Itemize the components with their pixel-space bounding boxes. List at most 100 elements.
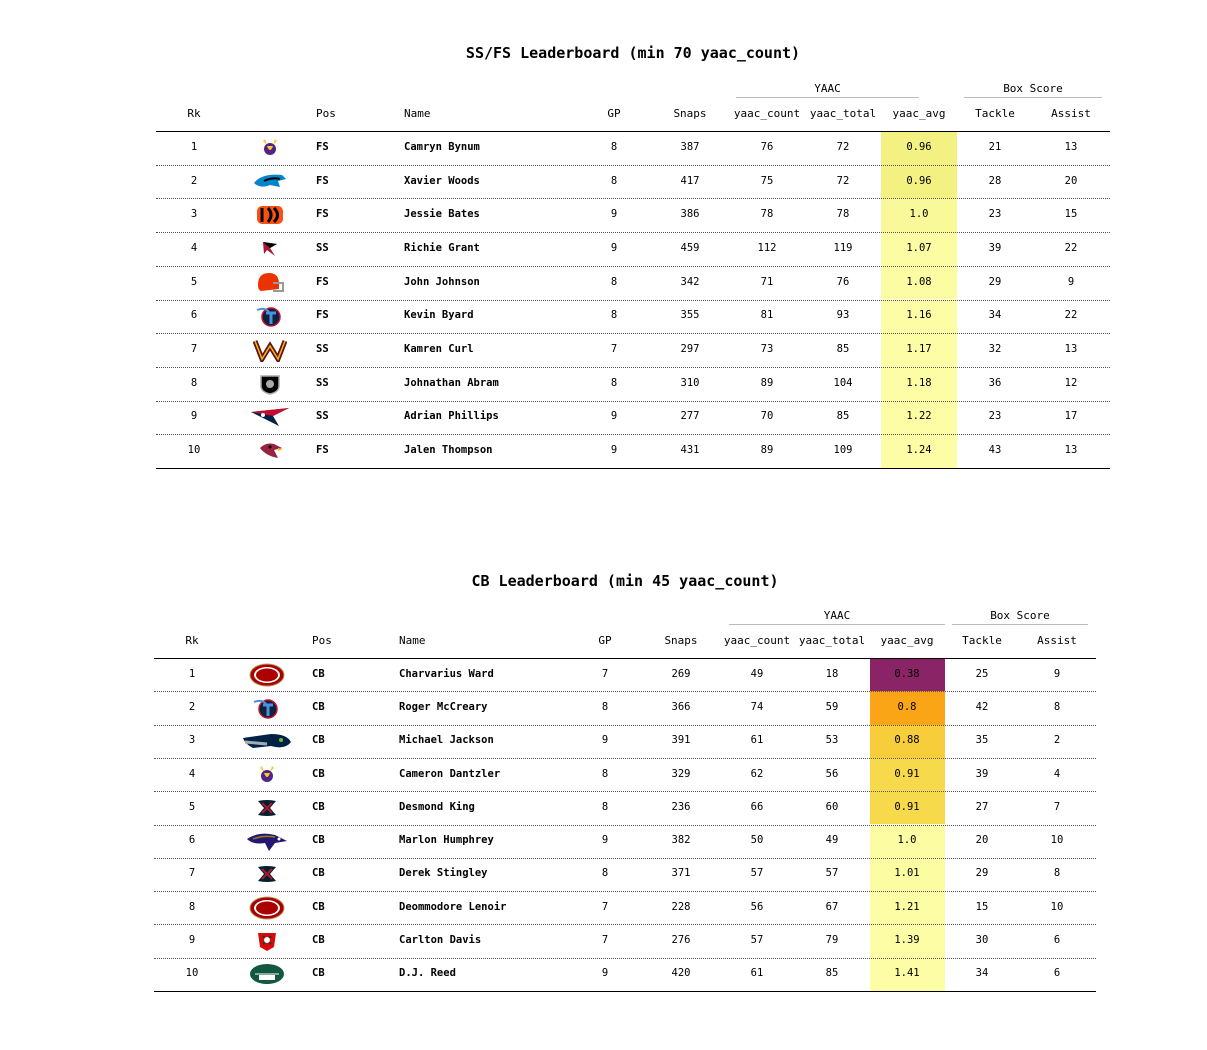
cell-rk: 8 <box>190 376 198 389</box>
cell-snaps: 355 <box>680 309 700 322</box>
cell-yaac-count: 81 <box>760 309 774 322</box>
cell-yaac-avg: 1.22 <box>906 410 932 423</box>
row-separator <box>154 691 1096 693</box>
cell-yaac-total: 93 <box>836 309 850 322</box>
row-separator <box>154 857 1096 859</box>
cell-tackle: 23 <box>988 208 1002 221</box>
cell-pos: SS <box>316 410 329 423</box>
yaac-avg-heat-cell <box>881 265 957 300</box>
cell-yaac-count: 74 <box>750 700 764 713</box>
cell-snaps: 386 <box>680 208 700 221</box>
cell-yaac-avg: 0.96 <box>906 140 932 153</box>
cell-pos: CB <box>312 700 325 713</box>
column-header-yaac_count: yaac_count <box>733 107 801 120</box>
column-header-pos: Pos <box>316 107 336 120</box>
cell-pos: CB <box>312 967 325 980</box>
column-header-rk: Rk <box>187 107 201 120</box>
cell-gp: 7 <box>601 934 609 947</box>
cell-snaps: 329 <box>671 767 691 780</box>
cell-assist: 17 <box>1064 410 1078 423</box>
cell-snaps: 277 <box>680 410 700 423</box>
cell-yaac-count: 62 <box>750 767 764 780</box>
cell-rk: 4 <box>188 767 196 780</box>
column-group-line <box>729 624 945 625</box>
column-header-tackle: Tackle <box>962 634 1002 647</box>
cell-gp: 8 <box>610 140 618 153</box>
cell-gp: 9 <box>610 208 618 221</box>
cell-name: Jessie Bates <box>404 208 480 221</box>
cell-tackle: 20 <box>975 834 989 847</box>
cell-rk: 2 <box>190 174 198 187</box>
vikings-logo-icon <box>259 137 281 163</box>
cell-snaps: 269 <box>671 667 691 680</box>
row-separator <box>156 333 1110 335</box>
cell-yaac-avg: 1.08 <box>906 275 932 288</box>
board-title: SS/FS Leaderboard (min 70 yaac_count) <box>465 44 801 62</box>
header-rule <box>154 658 1096 659</box>
cell-gp: 9 <box>601 967 609 980</box>
row-separator <box>154 791 1096 793</box>
cell-rk: 9 <box>190 410 198 423</box>
jets-logo-icon <box>249 963 285 989</box>
column-header-snaps: Snaps <box>673 107 707 120</box>
cell-pos: FS <box>316 140 329 153</box>
column-header-rk: Rk <box>185 634 199 647</box>
cell-pos: SS <box>316 241 329 254</box>
cell-assist: 12 <box>1064 376 1078 389</box>
yaac-avg-heat-cell <box>870 957 945 991</box>
column-group-line <box>952 624 1088 625</box>
cell-rk: 8 <box>188 900 196 913</box>
header-rule <box>156 131 1110 132</box>
column-group-label: Box Score <box>1003 82 1063 95</box>
cell-rk: 6 <box>190 309 198 322</box>
cell-name: Adrian Phillips <box>404 410 499 423</box>
cell-assist: 9 <box>1067 275 1075 288</box>
cell-assist: 4 <box>1053 767 1061 780</box>
cell-yaac-count: 66 <box>750 800 764 813</box>
cell-assist: 13 <box>1064 140 1078 153</box>
cell-pos: FS <box>316 444 329 457</box>
cell-name: Xavier Woods <box>404 174 480 187</box>
cell-yaac-count: 49 <box>750 667 764 680</box>
column-header-yaac_count: yaac_count <box>723 634 791 647</box>
cell-gp: 8 <box>610 174 618 187</box>
bottom-rule <box>154 991 1096 992</box>
cell-gp: 9 <box>601 834 609 847</box>
cell-gp: 8 <box>601 700 609 713</box>
cell-yaac-count: 61 <box>750 967 764 980</box>
cell-yaac-count: 89 <box>760 444 774 457</box>
yaac-avg-heat-cell <box>870 791 945 825</box>
cell-yaac-avg: 1.41 <box>894 967 920 980</box>
raiders-logo-icon <box>258 372 282 400</box>
cell-yaac-avg: 0.38 <box>894 667 920 680</box>
cell-snaps: 371 <box>671 867 691 880</box>
cell-name: Michael Jackson <box>399 734 494 747</box>
cell-name: Marlon Humphrey <box>399 834 494 847</box>
row-separator <box>154 891 1096 893</box>
cell-yaac-total: 57 <box>825 867 839 880</box>
falcons-logo-icon <box>259 238 281 264</box>
yaac-avg-heat-cell <box>870 724 945 758</box>
cell-tackle: 23 <box>988 410 1002 423</box>
cell-tackle: 39 <box>988 241 1002 254</box>
cell-tackle: 29 <box>975 867 989 880</box>
cell-tackle: 25 <box>975 667 989 680</box>
row-separator <box>156 265 1110 267</box>
cell-assist: 9 <box>1053 667 1061 680</box>
column-header-yaac_avg: yaac_avg <box>880 634 934 647</box>
cell-name: Cameron Dantzler <box>399 767 501 780</box>
cell-pos: SS <box>316 376 329 389</box>
cell-yaac-count: 56 <box>750 900 764 913</box>
column-header-tackle: Tackle <box>975 107 1015 120</box>
49ers-logo-icon <box>249 663 285 691</box>
column-header-pos: Pos <box>312 634 332 647</box>
cell-snaps: 387 <box>680 140 700 153</box>
cell-tackle: 39 <box>975 767 989 780</box>
cell-name: Deommodore Lenoir <box>399 900 507 913</box>
cell-yaac-count: 73 <box>760 343 774 356</box>
cell-name: John Johnson <box>404 275 480 288</box>
cell-name: Richie Grant <box>404 241 480 254</box>
cell-tackle: 36 <box>988 376 1002 389</box>
cell-gp: 9 <box>610 444 618 457</box>
cell-yaac-total: 67 <box>825 900 839 913</box>
